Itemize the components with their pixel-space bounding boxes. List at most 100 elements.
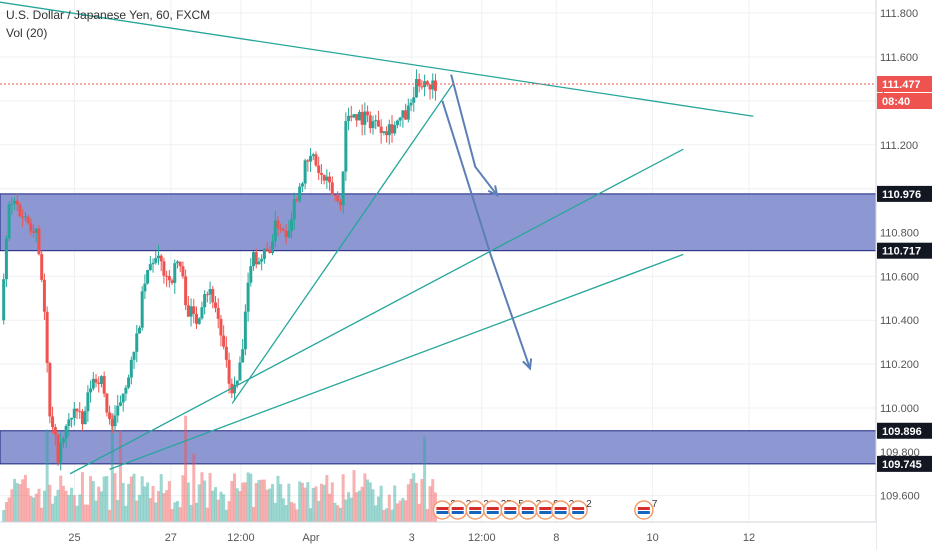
candle-body [404,110,408,120]
candle-body [121,393,125,403]
flag-stripe [554,511,567,514]
candle-body [75,408,79,412]
level-badge-text: 109.745 [882,459,922,471]
volume-bar [404,500,408,522]
volume-bar [306,482,310,522]
candle-body [86,392,90,412]
price-axis-label: 110.600 [880,271,919,283]
volume-bar [355,492,359,522]
flag-stripe [469,511,482,514]
volume-bar [91,481,95,522]
volume-bar [214,487,218,522]
level-badge-bg [877,242,932,259]
trendline [231,82,454,404]
volume-bar [287,483,291,522]
volume-bar [233,473,237,522]
volume-bar [78,494,82,522]
volume-bar [21,479,25,522]
volume-bar [143,486,147,522]
candle-body [83,411,87,425]
symbol-title: U.S. Dollar / Japanese Yen, 60, FXCM [6,8,211,22]
volume-bar [175,501,179,522]
time-axis-label: 25 [68,532,80,544]
candle-body [260,258,264,262]
flag-stripe [521,507,534,510]
candle-body [257,261,261,265]
volume-bar [281,498,285,522]
candle-body [135,333,139,352]
volume-bar [15,483,19,522]
volume-bar [431,479,435,522]
volume-bar [105,476,109,522]
flag-stripe [486,507,499,510]
candle-body [132,351,136,360]
candle-body [205,294,209,296]
volume-bar [222,494,226,522]
volume-bar [56,489,60,522]
candle-body [382,131,386,133]
volume-bar [412,473,416,522]
level-badge-text: 110.717 [882,246,921,258]
volume-bar [249,473,253,522]
candle-body [241,349,245,363]
volume-bar [238,491,242,522]
flag-stripe [451,511,464,514]
volume-bar [216,499,220,522]
candle-body [398,117,402,121]
candle-body [97,382,101,384]
candle-body [252,252,256,267]
flag-stripe [539,507,552,510]
volume-bar [178,507,182,522]
volume-bar [2,509,6,522]
candle-body [7,204,11,239]
level-badge: 109.745 [877,455,932,472]
candle-body [48,363,52,417]
candle-body [425,81,429,85]
volume-bar [194,502,198,522]
flag-stripe [436,507,449,510]
candle-body [21,216,25,218]
current-price-badge-text: 111.477 [882,79,921,91]
candle-body [13,200,17,204]
volume-bar [162,493,166,522]
candle-body [431,80,435,90]
volume-bar [325,475,329,522]
candle-body [51,416,55,428]
volume-bar [254,483,258,522]
candle-body [127,377,131,388]
volume-bar [295,509,299,522]
candle-body [341,171,345,206]
candle-body [309,156,313,162]
candle-body [336,195,340,202]
time-axis-label: 3 [409,532,415,544]
volume-bar [154,502,158,522]
candle-body [279,228,283,230]
candle-body [59,442,63,463]
candle-body [249,266,253,283]
projection-arrow [450,74,498,196]
price-axis-label: 110.400 [880,315,919,327]
flag-stripe [637,511,650,514]
volume-bar [67,494,71,522]
candle-body [238,362,242,381]
candle-body [219,318,223,336]
candle-body [344,121,348,172]
volume-bar [328,493,332,522]
candle-body [175,261,179,264]
candle-body [395,120,399,126]
flag-stripe [469,507,482,510]
volume-bar [298,481,302,522]
volume-bar [189,504,193,522]
candle-body [167,275,171,281]
candle-body [281,229,285,231]
volume-bar [420,478,424,522]
candle-body [303,160,307,184]
candle-body [154,258,158,263]
candle-body [420,86,424,88]
candle-body [433,80,437,91]
volume-bar [374,505,378,522]
price-axis-label: 110.200 [880,359,919,371]
volume-bar [309,508,313,522]
